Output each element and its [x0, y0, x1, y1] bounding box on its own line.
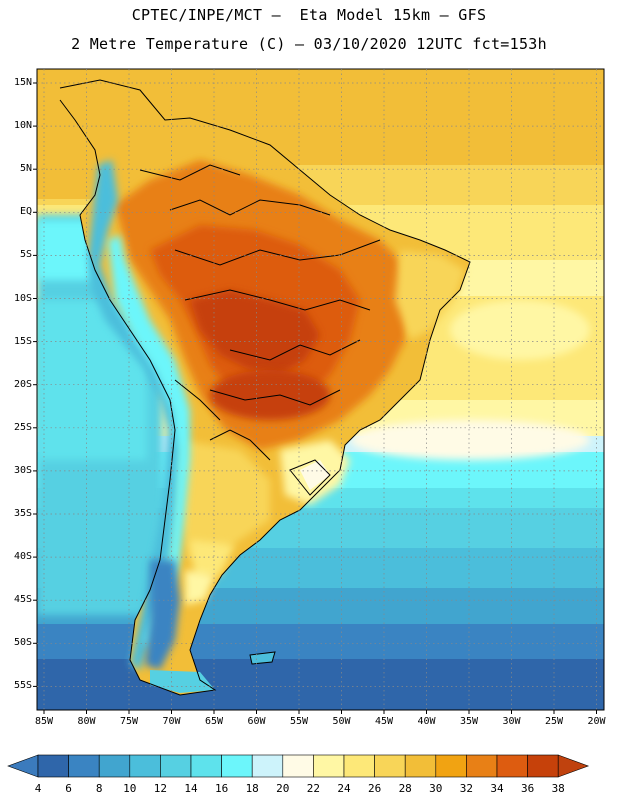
- colorbar-tick-label: 16: [214, 782, 229, 795]
- colorbar-swatch: [251, 754, 284, 778]
- colorbar-swatch: [527, 754, 559, 778]
- lat-tick-label: EQ: [19, 206, 32, 218]
- graticule: [37, 69, 604, 710]
- colorbar-tick-label: 22: [306, 782, 321, 795]
- colorbar-swatch: [282, 754, 314, 778]
- colorbar-tick-label: 26: [367, 782, 382, 795]
- colorbar-swatch: [160, 754, 192, 778]
- lon-tick-label: 60W: [247, 716, 266, 727]
- lat-tick-label: 5S: [19, 249, 32, 261]
- colorbar-swatch: [313, 754, 345, 778]
- title-model: CPTEC/INPE/MCT – Eta Model 15km – GFS: [131, 6, 487, 24]
- colorbar-swatch: [37, 754, 69, 778]
- colorbar-swatch: [435, 754, 467, 778]
- colorbar-tick-label: 32: [459, 782, 474, 795]
- lat-tick-label: 15S: [13, 335, 32, 347]
- coastline: [59, 79, 471, 696]
- lon-tick-label: 55W: [289, 716, 309, 727]
- colorbar-tick-label: 30: [429, 782, 443, 795]
- colorbar-under-arrow: [7, 754, 39, 778]
- lon-tick-label: 30W: [502, 716, 521, 727]
- colorbar-tick-label: 10: [123, 782, 137, 795]
- lat-tick-label: 15N: [13, 77, 32, 88]
- colorbar-swatch: [374, 754, 406, 778]
- lat-tick-label: 30S: [13, 464, 32, 476]
- colorbar-swatch: [221, 754, 253, 778]
- lon-tick-label: 35W: [459, 716, 479, 727]
- plot-frame: [36, 68, 605, 711]
- lon-tick-label: 75W: [119, 716, 139, 727]
- colorbar-tick-label: 38: [551, 782, 565, 795]
- colorbar-tick-label: 28: [398, 782, 412, 795]
- colorbar-swatch: [190, 754, 222, 778]
- lon-tick-label: 50W: [332, 716, 351, 727]
- lon-tick-label: 40W: [417, 716, 436, 727]
- colorbar-tick-label: 4: [34, 782, 42, 795]
- colorbar-over-arrow: [557, 754, 590, 778]
- colorbar-tick-label: 18: [245, 782, 259, 795]
- lat-tick-label: 5N: [19, 163, 32, 175]
- colorbar-swatch: [68, 754, 100, 778]
- colorbar-tick-label: 14: [184, 782, 198, 795]
- colorbar-swatch: [343, 754, 375, 778]
- lat-tick-label: 20S: [13, 378, 32, 390]
- colorbar-swatch: [404, 754, 437, 778]
- colorbar-tick-label: 36: [520, 782, 535, 795]
- lat-tick-label: 35S: [13, 508, 32, 519]
- lon-tick-label: 20W: [587, 716, 606, 727]
- lon-tick-label: 70W: [162, 716, 181, 727]
- colorbar-tick-label: 12: [153, 782, 168, 795]
- lat-tick-label: 45S: [13, 594, 32, 606]
- lat-tick-label: 10S: [13, 292, 32, 304]
- lat-tick-label: 55S: [13, 680, 32, 692]
- colorbar: [7, 754, 590, 778]
- lon-tick-label: 80W: [77, 716, 96, 727]
- colorbar-swatch: [466, 754, 498, 778]
- colorbar-tick-label: 34: [490, 782, 504, 795]
- lat-tick-label: 50S: [13, 637, 32, 649]
- lat-tick-label: 25S: [13, 421, 32, 433]
- lat-tick-label: 40S: [13, 551, 32, 563]
- colorbar-tick-label: 24: [337, 782, 351, 795]
- colorbar-tick-label: 20: [276, 782, 290, 795]
- lon-tick-label: 45W: [374, 716, 394, 727]
- lat-tick-label: 10N: [13, 120, 32, 132]
- lon-tick-label: 85W: [34, 716, 54, 727]
- colorbar-tick-label: 6: [65, 782, 72, 795]
- title-variable: 2 Metre Temperature (C) – 03/10/2020 12U…: [71, 35, 547, 53]
- colorbar-tick-label: 8: [95, 782, 103, 795]
- colorbar-swatch: [98, 754, 131, 778]
- temperature-field: [37, 69, 604, 710]
- lon-tick-label: 25W: [544, 716, 564, 727]
- colorbar-swatch: [129, 754, 161, 778]
- colorbar-swatch: [496, 754, 528, 778]
- lon-tick-label: 65W: [204, 716, 224, 727]
